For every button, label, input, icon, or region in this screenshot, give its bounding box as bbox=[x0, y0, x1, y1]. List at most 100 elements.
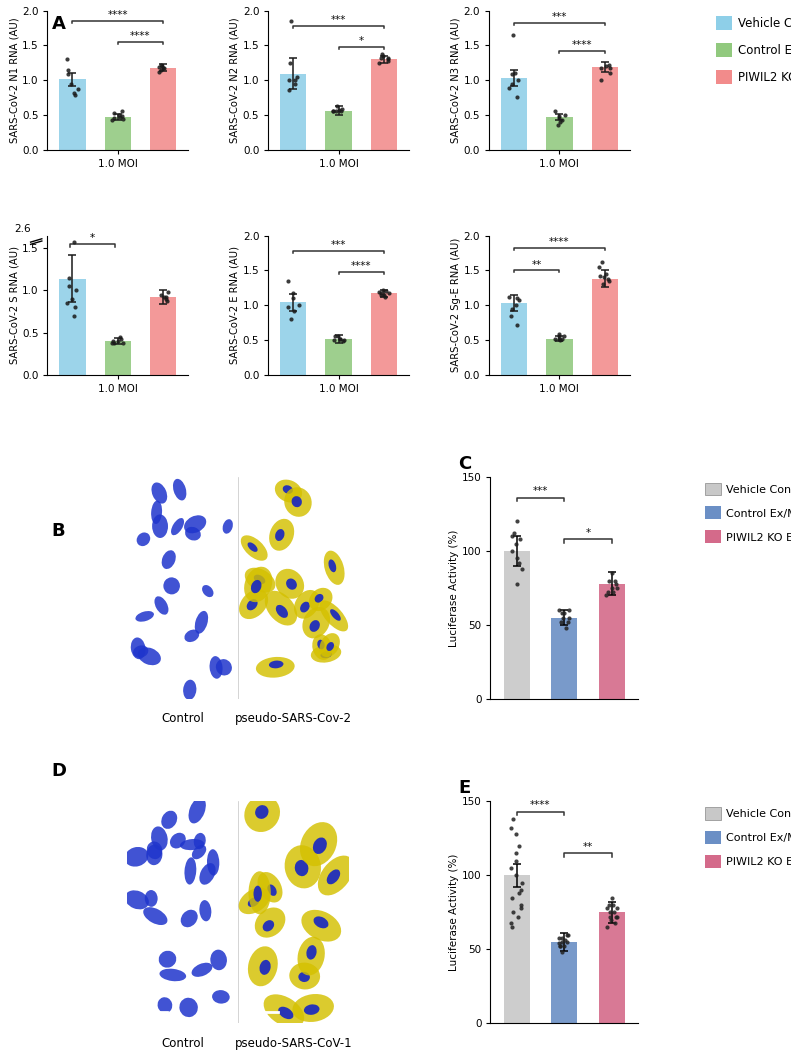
Text: ***: *** bbox=[331, 241, 346, 250]
Ellipse shape bbox=[328, 559, 336, 572]
Point bbox=[611, 900, 623, 917]
Ellipse shape bbox=[159, 951, 176, 967]
Point bbox=[505, 542, 518, 559]
Point bbox=[327, 331, 340, 348]
Ellipse shape bbox=[313, 917, 328, 928]
Point bbox=[117, 111, 130, 128]
Ellipse shape bbox=[161, 551, 176, 569]
Bar bbox=[280, 303, 306, 375]
Text: *: * bbox=[585, 528, 591, 538]
Point bbox=[114, 109, 127, 126]
Ellipse shape bbox=[318, 856, 354, 896]
Y-axis label: SARS-CoV-2 S RNA (AU): SARS-CoV-2 S RNA (AU) bbox=[9, 246, 19, 364]
Point bbox=[327, 102, 339, 119]
Ellipse shape bbox=[247, 599, 258, 611]
Text: *: * bbox=[90, 233, 96, 244]
Point bbox=[552, 326, 565, 343]
Legend: Vehicle Control, Control Ex/Mv, PIWIL2 KO Ex/Mv: Vehicle Control, Control Ex/Mv, PIWIL2 K… bbox=[716, 17, 791, 83]
Text: ***: *** bbox=[331, 15, 346, 25]
Point bbox=[554, 938, 566, 955]
Point bbox=[291, 69, 304, 85]
Point bbox=[507, 810, 520, 827]
Text: A: A bbox=[51, 15, 66, 33]
Point bbox=[505, 528, 518, 544]
Ellipse shape bbox=[184, 679, 196, 699]
Ellipse shape bbox=[143, 907, 168, 925]
Point bbox=[510, 513, 523, 530]
Ellipse shape bbox=[151, 500, 162, 524]
Point bbox=[511, 575, 524, 592]
Bar bbox=[592, 66, 618, 150]
Point bbox=[112, 107, 125, 123]
Text: ****: **** bbox=[108, 11, 128, 20]
Ellipse shape bbox=[309, 620, 320, 632]
Point bbox=[157, 60, 169, 77]
Point bbox=[560, 619, 573, 636]
Point bbox=[554, 614, 567, 631]
Point bbox=[61, 51, 74, 68]
Ellipse shape bbox=[216, 659, 232, 675]
Text: pseudo-SARS-CoV-1: pseudo-SARS-CoV-1 bbox=[235, 1037, 352, 1050]
Point bbox=[600, 919, 613, 936]
Point bbox=[510, 867, 523, 884]
Ellipse shape bbox=[253, 885, 262, 902]
Point bbox=[561, 934, 573, 951]
Ellipse shape bbox=[304, 1004, 320, 1015]
Bar bbox=[104, 341, 131, 375]
Y-axis label: SARS-CoV-2 E RNA (AU): SARS-CoV-2 E RNA (AU) bbox=[230, 246, 240, 364]
Ellipse shape bbox=[255, 907, 286, 938]
Point bbox=[548, 102, 561, 119]
Point bbox=[154, 56, 167, 73]
Point bbox=[66, 290, 78, 307]
Ellipse shape bbox=[210, 656, 222, 678]
Point bbox=[334, 330, 346, 347]
Point bbox=[555, 605, 568, 621]
Ellipse shape bbox=[294, 590, 320, 618]
Text: ***: *** bbox=[532, 486, 548, 496]
Point bbox=[382, 52, 395, 69]
Point bbox=[606, 579, 619, 596]
Point bbox=[606, 564, 619, 581]
Ellipse shape bbox=[298, 972, 310, 982]
Point bbox=[505, 860, 517, 877]
Bar bbox=[149, 68, 176, 150]
Ellipse shape bbox=[239, 887, 270, 914]
Point bbox=[69, 299, 81, 315]
Point bbox=[600, 266, 612, 283]
Point bbox=[558, 327, 570, 344]
Ellipse shape bbox=[267, 884, 277, 896]
Point bbox=[594, 268, 607, 285]
Ellipse shape bbox=[145, 890, 157, 907]
Ellipse shape bbox=[164, 577, 180, 594]
Ellipse shape bbox=[263, 994, 305, 1028]
Point bbox=[558, 605, 570, 621]
Point bbox=[105, 334, 118, 351]
Ellipse shape bbox=[324, 551, 345, 584]
Point bbox=[65, 75, 78, 92]
Ellipse shape bbox=[315, 594, 324, 602]
Point bbox=[556, 944, 569, 961]
Point bbox=[338, 331, 350, 348]
Point bbox=[512, 908, 524, 925]
Point bbox=[506, 904, 519, 921]
Point bbox=[609, 908, 622, 925]
Ellipse shape bbox=[302, 607, 330, 638]
Point bbox=[558, 107, 571, 123]
Point bbox=[286, 284, 299, 301]
Point bbox=[331, 97, 343, 114]
Ellipse shape bbox=[256, 657, 295, 677]
Point bbox=[154, 286, 167, 303]
Ellipse shape bbox=[311, 645, 341, 663]
Ellipse shape bbox=[185, 526, 201, 540]
Point bbox=[334, 330, 346, 347]
Ellipse shape bbox=[146, 844, 162, 865]
Ellipse shape bbox=[300, 822, 337, 866]
Text: pseudo-SARS-Cov-2: pseudo-SARS-Cov-2 bbox=[235, 712, 352, 725]
Bar bbox=[325, 111, 352, 150]
Point bbox=[60, 294, 73, 311]
Point bbox=[513, 885, 525, 902]
Point bbox=[607, 897, 619, 914]
Point bbox=[505, 820, 517, 837]
Point bbox=[115, 102, 128, 119]
Text: ****: **** bbox=[549, 237, 570, 248]
